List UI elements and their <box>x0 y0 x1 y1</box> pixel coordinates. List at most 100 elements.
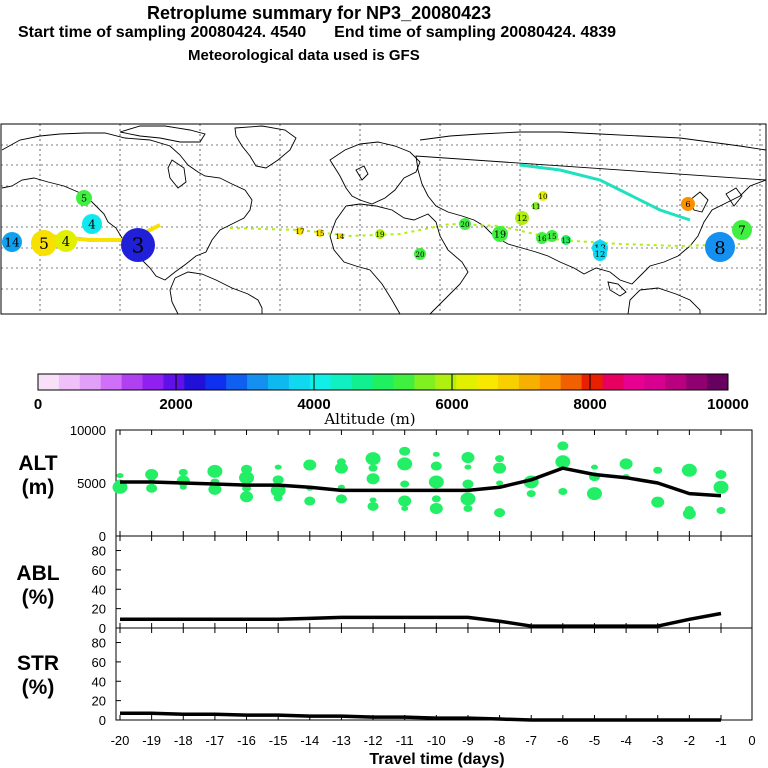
map-cluster-circle <box>337 233 343 239</box>
colorbar-cell <box>581 374 604 390</box>
map-cluster-circle <box>705 232 735 262</box>
cluster-dot <box>428 475 444 489</box>
cluster-dot <box>619 458 633 470</box>
start-time-label: Start time of sampling 20080424. 4540 <box>18 24 307 41</box>
series-line <box>120 466 722 498</box>
x-tick-label: -17 <box>205 733 224 748</box>
map-cluster-label: 20 <box>415 250 425 259</box>
map-cluster-label: 5 <box>81 194 87 205</box>
colorbar-cell <box>142 374 164 390</box>
map-cluster-circle <box>76 190 92 206</box>
map-cluster-circle <box>296 227 304 235</box>
world-map: 1454453201917151412101116151313128762019 <box>0 123 767 315</box>
colorbar-tick-label: 8000 <box>573 396 606 413</box>
cluster-dot <box>496 480 504 486</box>
map-cluster-label: 7 <box>738 224 746 238</box>
map-cluster-circle <box>536 232 548 244</box>
colorbar-tick-label: 6000 <box>435 396 468 413</box>
cluster-dot <box>713 480 729 494</box>
met-data-label: Meteorological data used is GFS <box>188 47 420 64</box>
colorbar-cell <box>644 374 666 390</box>
colorbar-tick-label: 10000 <box>707 396 749 413</box>
colorbar-cell <box>351 374 374 390</box>
map-cluster-circle <box>414 248 426 260</box>
cluster-dot <box>463 504 473 512</box>
x-tick-label: -8 <box>494 733 506 748</box>
cluster-dot <box>365 452 381 466</box>
map-cluster-circle <box>515 211 529 225</box>
map-cluster-markers: 1454453201917151412101116151313128762019 <box>2 190 752 262</box>
colorbar-cell <box>288 374 311 390</box>
colorbar-cell <box>309 374 332 390</box>
colorbar-cells <box>38 374 729 390</box>
x-tick-label: -6 <box>557 733 569 748</box>
cluster-dot <box>653 466 663 474</box>
x-tick-label: -11 <box>396 733 414 748</box>
panel-ylabel: (%) <box>22 676 55 699</box>
map-cluster-circle <box>546 230 558 242</box>
colorbar-cell <box>602 374 624 390</box>
map-cluster-label: 11 <box>532 203 541 211</box>
colorbar-cell <box>184 374 206 390</box>
map-cluster-circle <box>459 218 471 230</box>
x-tick-label: -20 <box>111 733 130 748</box>
trajectory-streak-east <box>229 222 741 248</box>
cluster-dot <box>432 451 440 457</box>
cluster-dot <box>462 479 474 489</box>
cluster-dot <box>334 462 348 474</box>
colorbar-cell <box>163 374 185 390</box>
cluster-dot <box>429 502 443 514</box>
map-cluster-label: 15 <box>547 232 557 241</box>
cluster-dot <box>368 464 378 472</box>
map-cluster-circle <box>681 197 695 211</box>
x-tick-label: 0 <box>748 733 755 748</box>
coastlines <box>1 125 767 315</box>
x-tick-label: -18 <box>174 733 193 748</box>
panel-ylabel: (%) <box>22 586 55 609</box>
colorbar-cell <box>205 374 227 390</box>
panel-ylabel: ALT <box>18 452 57 475</box>
cluster-dot <box>681 463 697 477</box>
colorbar-cell <box>456 374 478 390</box>
map-cluster-circle <box>31 230 57 256</box>
x-tick-label: -10 <box>427 733 446 748</box>
alt-panel: ALT(m) 0 5000 10000 <box>18 423 753 544</box>
cluster-dot <box>495 455 505 463</box>
str-panel-frame <box>115 627 753 721</box>
map-cluster-label: 12 <box>517 213 528 223</box>
x-tick-label: -4 <box>620 733 632 748</box>
cluster-dot <box>398 495 412 507</box>
cluster-dot <box>369 497 377 503</box>
map-cluster-circle <box>593 247 607 261</box>
colorbar-cell <box>477 374 499 390</box>
cluster-dot <box>400 480 410 488</box>
cluster-dot <box>148 476 156 482</box>
cluster-dot <box>272 475 284 485</box>
colorbar: 0 2000 4000 6000 8000 10000 Altitude (m) <box>34 373 749 428</box>
y-tick-label: 10000 <box>70 423 106 438</box>
map-cluster-circle <box>82 214 102 234</box>
map-cluster-label: 14 <box>4 236 20 250</box>
cluster-dot <box>303 459 317 471</box>
cluster-dot <box>526 490 536 498</box>
cluster-dot <box>116 473 124 479</box>
cluster-dot <box>493 462 507 474</box>
colorbar-cell <box>247 374 269 390</box>
map-cluster-label: 16 <box>537 234 547 243</box>
x-axis: -20 -19 -18 -17 -16 -15 -14 -13 -12 -11 -10 -9 -8 -7-… <box>111 733 756 748</box>
cluster-dot <box>590 464 598 470</box>
map-cluster-label: 5 <box>39 235 49 253</box>
series-line <box>120 611 722 628</box>
colorbar-cell <box>38 374 60 390</box>
colorbar-cell <box>268 374 290 390</box>
colorbar-cell <box>393 374 415 390</box>
y-tick-label: 20 <box>92 602 106 617</box>
cluster-dot <box>179 484 187 490</box>
trajectory-streak <box>519 163 691 222</box>
cluster-dot <box>431 495 441 503</box>
map-cluster-label: 13 <box>562 237 571 245</box>
y-tick-label: 0 <box>99 621 106 636</box>
map-cluster-label: 19 <box>376 231 385 239</box>
